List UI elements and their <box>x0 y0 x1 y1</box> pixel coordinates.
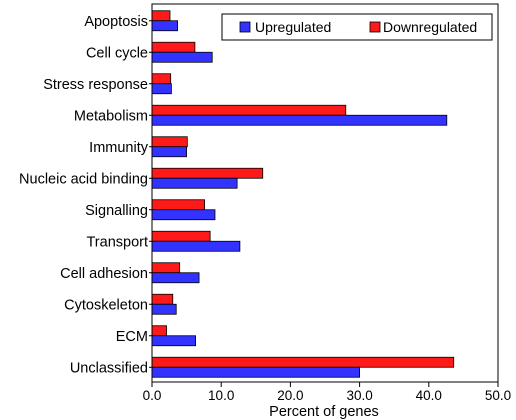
bar-downregulated-cytoskeleton <box>151 293 174 305</box>
category-label-apoptosis: Apoptosis <box>84 14 148 30</box>
bar-upregulated-immunity <box>151 146 187 158</box>
x-tick-label-5: 50.0 <box>485 388 511 403</box>
category-label-metabolism: Metabolism <box>74 108 148 124</box>
x-tick-label-3: 30.0 <box>346 388 372 403</box>
category-label-signalling: Signalling <box>85 203 148 219</box>
legend-label-upregulated: Upregulated <box>255 19 331 35</box>
bar-downregulated-ecm <box>151 325 167 337</box>
legend: Upregulated Downregulated <box>221 13 493 41</box>
category-label-immunity: Immunity <box>89 140 149 156</box>
x-ticks: 0.0 10.0 20.0 30.0 40.0 50.0 <box>143 382 511 403</box>
bar-upregulated-ecm <box>151 335 196 347</box>
bar-downregulated-stress-response <box>151 73 172 85</box>
legend-box <box>221 13 493 41</box>
bars-group <box>151 10 455 378</box>
legend-swatch-downregulated <box>369 21 381 33</box>
bar-downregulated-signalling <box>151 199 205 211</box>
category-label-cell-cycle: Cell cycle <box>86 45 148 61</box>
legend-swatch-upregulated <box>239 21 251 33</box>
bar-downregulated-nucleic-acid-binding <box>151 167 264 179</box>
bar-downregulated-unclassified <box>151 356 455 368</box>
x-tick-label-0: 0.0 <box>143 388 162 403</box>
bar-downregulated-cell-adhesion <box>151 262 181 274</box>
bar-upregulated-nucleic-acid-binding <box>151 177 238 189</box>
plot-frame <box>151 3 499 383</box>
x-axis-title: Percent of genes <box>269 404 379 420</box>
x-tick-label-4: 40.0 <box>416 388 442 403</box>
category-labels: Apoptosis Cell cycle Stress response Metabo… <box>19 14 152 376</box>
category-label-cytoskeleton: Cytoskeleton <box>64 297 148 313</box>
bar-upregulated-metabolism <box>151 114 448 126</box>
bar-downregulated-transport <box>151 230 211 242</box>
bar-upregulated-unclassified <box>151 366 361 378</box>
bar-upregulated-transport <box>151 240 241 252</box>
bar-downregulated-apoptosis <box>151 10 171 22</box>
bar-downregulated-metabolism <box>151 104 347 116</box>
bar-upregulated-stress-response <box>151 83 172 95</box>
bar-upregulated-cell-adhesion <box>151 272 200 284</box>
x-tick-label-2: 20.0 <box>277 388 303 403</box>
axes <box>151 3 499 383</box>
category-label-unclassified: Unclassified <box>70 360 148 376</box>
x-tick-label-1: 10.0 <box>208 388 234 403</box>
category-label-ecm: ECM <box>116 329 148 345</box>
category-label-nucleic-acid-binding: Nucleic acid binding <box>19 171 148 187</box>
category-label-stress-response: Stress response <box>43 77 148 93</box>
bar-downregulated-cell-cycle <box>151 41 196 53</box>
bar-upregulated-apoptosis <box>151 20 179 32</box>
category-label-transport: Transport <box>86 234 148 250</box>
bar-downregulated-immunity <box>151 136 188 148</box>
bar-upregulated-cell-cycle <box>151 51 213 63</box>
bar-upregulated-cytoskeleton <box>151 303 177 315</box>
legend-label-downregulated: Downregulated <box>383 19 477 35</box>
bar-upregulated-signalling <box>151 209 216 221</box>
category-label-cell-adhesion: Cell adhesion <box>60 266 148 282</box>
